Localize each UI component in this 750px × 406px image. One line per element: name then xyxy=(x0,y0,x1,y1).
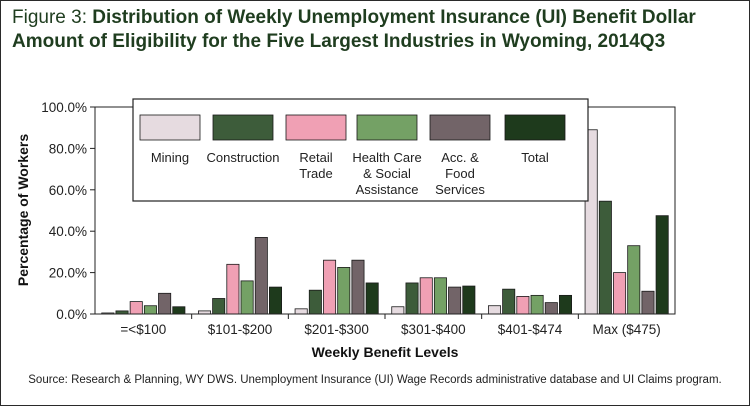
bar xyxy=(559,294,573,315)
bar xyxy=(308,289,322,315)
bar xyxy=(172,306,186,315)
y-axis: 0.0% 20.0% 40.0% 60.0% 80.0% 100.0% xyxy=(41,100,95,322)
legend-label: Construction xyxy=(207,150,280,165)
bar xyxy=(158,292,172,315)
chart-title: Figure 3: Distribution of Weekly Unemplo… xyxy=(12,6,738,54)
bar xyxy=(337,267,351,315)
bar xyxy=(487,305,501,315)
source-note: Source: Research & Planning, WY DWS. Une… xyxy=(28,374,722,386)
bar xyxy=(365,282,379,315)
legend-swatch xyxy=(285,114,347,141)
bar xyxy=(212,298,226,315)
figure-number: Figure 3: xyxy=(12,7,93,28)
legend-swatch xyxy=(429,114,491,141)
x-tick-label: $401-$474 xyxy=(498,322,563,337)
y-tick-label: 100.0% xyxy=(41,100,87,115)
bar xyxy=(641,290,655,315)
y-tick-label: 80.0% xyxy=(49,141,87,156)
bar xyxy=(129,301,143,315)
legend-label: Assistance xyxy=(356,182,419,197)
legend-label: Health Care xyxy=(352,150,421,165)
bar xyxy=(419,277,433,315)
bar xyxy=(268,286,282,315)
y-tick-label: 0.0% xyxy=(56,307,87,322)
title-text: Distribution of Weekly Unemployment Insu… xyxy=(12,7,696,52)
bar xyxy=(598,200,612,315)
legend-label: Trade xyxy=(299,166,332,181)
bar xyxy=(502,288,516,315)
bar xyxy=(544,302,558,315)
bar xyxy=(627,245,641,315)
bar xyxy=(240,280,254,315)
legend-label: Retail xyxy=(299,150,332,165)
y-axis-title: Percentage of Workers xyxy=(15,134,31,286)
bar xyxy=(294,308,308,315)
bars xyxy=(101,129,669,315)
legend-label: Food xyxy=(445,166,475,181)
legend-swatch xyxy=(139,114,201,141)
legend-swatch xyxy=(356,114,418,141)
y-tick-label: 40.0% xyxy=(49,224,87,239)
x-tick-label: =<$100 xyxy=(120,322,166,337)
bar xyxy=(391,306,405,315)
bar xyxy=(613,272,627,315)
x-tick-label: $201-$300 xyxy=(304,322,369,337)
legend-label: Total xyxy=(521,150,549,165)
legend-label: & Social xyxy=(363,166,411,181)
bar-chart: 0.0% 20.0% 40.0% 60.0% 80.0% 100.0% =<$100 $10… xyxy=(15,98,676,360)
legend-swatch xyxy=(504,114,566,141)
bar xyxy=(254,237,268,315)
x-axis: =<$100 $101-$200 $201-$300 $301-$400 $401-$4… xyxy=(120,314,661,337)
x-axis-title: Weekly Benefit Levels xyxy=(312,344,459,360)
bar xyxy=(323,259,337,315)
legend-label: Mining xyxy=(151,150,189,165)
bar xyxy=(462,285,476,315)
bar xyxy=(448,286,462,315)
legend-label: Services xyxy=(435,182,485,197)
x-tick-label: $301-$400 xyxy=(401,322,466,337)
bar xyxy=(530,294,544,315)
y-tick-label: 60.0% xyxy=(49,183,87,198)
bar xyxy=(433,277,447,315)
x-tick-label: $101-$200 xyxy=(208,322,273,337)
bar xyxy=(405,282,419,315)
legend-label: Acc. & xyxy=(441,150,479,165)
legend-swatch xyxy=(212,114,274,141)
bar xyxy=(655,215,669,315)
y-tick-label: 20.0% xyxy=(49,266,87,281)
bar xyxy=(516,296,530,315)
bar xyxy=(226,263,240,315)
x-tick-label: Max ($475) xyxy=(593,322,661,337)
bar xyxy=(143,305,157,315)
bar xyxy=(351,259,365,315)
